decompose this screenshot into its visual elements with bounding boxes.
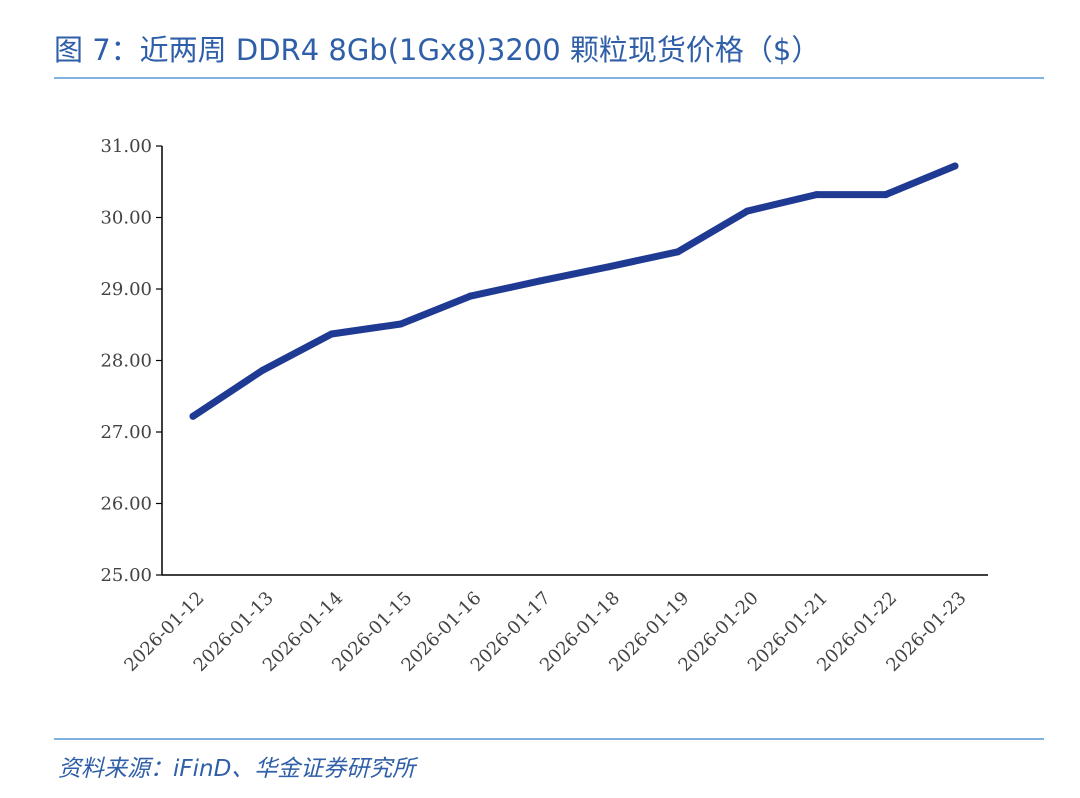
- y-tick-label: 26.00: [100, 494, 152, 515]
- data-point: [674, 248, 682, 256]
- x-axis: 2026-01-122026-01-132026-01-142026-01-15…: [120, 574, 988, 676]
- source-divider: [54, 738, 1044, 740]
- source-note: 资料来源：iFinD、华金证券研究所: [58, 756, 416, 782]
- title-divider: [54, 77, 1044, 79]
- price-series-line: [189, 162, 959, 420]
- y-axis: 25.00 26.00 27.00 28.00 29.00 30.00 31.00: [100, 136, 163, 586]
- data-point: [605, 263, 613, 271]
- data-point: [812, 191, 820, 199]
- data-point: [743, 207, 751, 215]
- figure-title: 图 7：近两周 DDR4 8Gb(1Gx8)3200 颗粒现货价格（$）: [54, 33, 821, 67]
- series: [189, 162, 959, 420]
- data-point: [882, 191, 890, 199]
- y-tick-label: 28.00: [100, 351, 152, 372]
- y-tick-label: 31.00: [100, 136, 152, 157]
- data-point: [189, 412, 197, 420]
- y-tick-label: 29.00: [100, 279, 152, 300]
- y-tick-label: 27.00: [100, 422, 152, 443]
- y-tick-label: 30.00: [100, 208, 152, 229]
- data-point: [328, 330, 336, 338]
- data-point: [258, 367, 266, 375]
- data-point: [951, 162, 959, 170]
- y-tick-label: 25.00: [100, 565, 152, 586]
- data-point: [466, 292, 474, 300]
- data-point: [535, 277, 543, 285]
- data-point: [397, 320, 405, 328]
